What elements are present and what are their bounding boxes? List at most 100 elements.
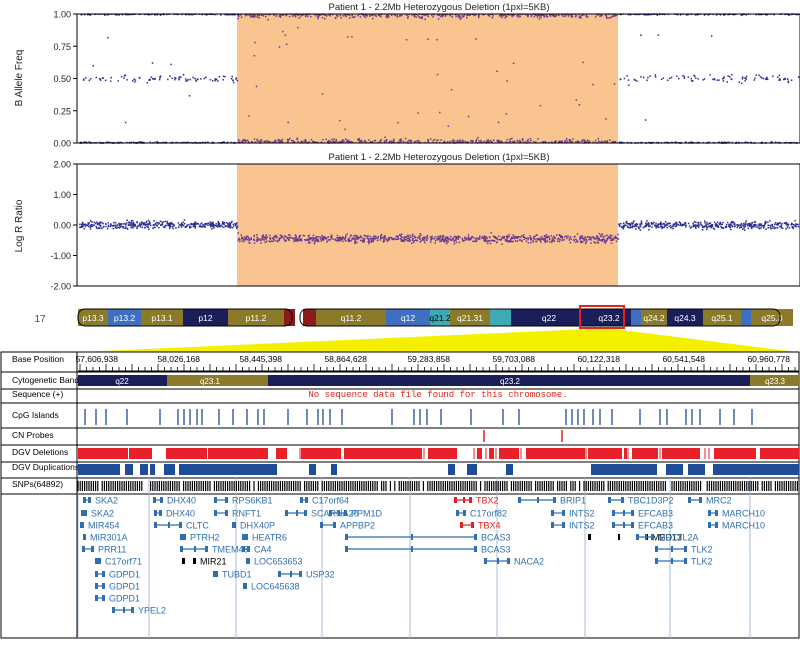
- ideogram-band[interactable]: [108, 309, 141, 326]
- lrr-point: [670, 227, 672, 229]
- gene-label[interactable]: LOC653653: [254, 557, 303, 567]
- ideogram-band[interactable]: [703, 309, 741, 326]
- ideogram-band[interactable]: [141, 309, 183, 326]
- cytoband-track: q22 q23.1 q23.2 q23.3: [78, 375, 799, 386]
- ideogram-band[interactable]: [490, 309, 511, 326]
- gene-label[interactable]: GDPD1: [109, 570, 140, 580]
- ideogram-band[interactable]: [641, 309, 667, 326]
- ideogram-band[interactable]: [78, 309, 108, 326]
- gene-label[interactable]: MIR301A: [90, 533, 128, 543]
- gene-label[interactable]: CLTC: [186, 521, 209, 531]
- gene-label[interactable]: SKA2: [91, 509, 114, 519]
- ideogram-band[interactable]: [228, 309, 284, 326]
- gene-label[interactable]: DHX40: [166, 509, 195, 519]
- baf-point: [278, 46, 281, 48]
- lrr-point: [695, 221, 697, 224]
- baf-point: [647, 14, 649, 16]
- lrr-point: [253, 235, 256, 238]
- gene-label[interactable]: TBX4: [478, 521, 501, 531]
- gene-label[interactable]: PTRH2: [190, 533, 220, 543]
- lrr-point: [792, 223, 795, 226]
- selected-band-box[interactable]: [579, 305, 625, 329]
- lrr-point: [296, 237, 299, 240]
- gene-label[interactable]: TBX2: [476, 496, 499, 506]
- ideogram-band[interactable]: [303, 309, 316, 326]
- ideogram-band[interactable]: [430, 309, 450, 326]
- gene-label[interactable]: DHX40: [167, 496, 196, 506]
- lrr-point: [133, 225, 135, 227]
- gene-label[interactable]: GDPD1: [109, 594, 140, 604]
- gene-label[interactable]: BCAS3: [481, 545, 511, 555]
- gene-label[interactable]: TLK2: [691, 545, 713, 555]
- gene-label[interactable]: C17orf71: [105, 557, 142, 567]
- lrr-point: [594, 238, 596, 240]
- baf-point: [339, 14, 342, 17]
- gene-label[interactable]: MARCH10: [722, 521, 765, 531]
- ideogram-band[interactable]: [450, 309, 490, 326]
- lrr-point: [303, 234, 306, 237]
- lrr-point: [786, 223, 789, 226]
- lrr-point: [383, 238, 386, 240]
- lrr-point: [345, 240, 347, 242]
- gene-label[interactable]: MRC2: [706, 496, 732, 506]
- baf-point: [413, 141, 416, 143]
- baf-point: [730, 78, 733, 80]
- gene-label[interactable]: C17orf82: [470, 509, 507, 519]
- baf-point: [261, 140, 263, 142]
- gene-label[interactable]: MIR21: [200, 557, 227, 567]
- gene-label[interactable]: METTL2A: [658, 533, 699, 543]
- lrr-point: [426, 234, 429, 237]
- baf-y-ticks: 1.000.750.500.250.00: [53, 10, 77, 149]
- gene-label[interactable]: NACA2: [514, 557, 544, 567]
- gene-label[interactable]: TBC1D3P2: [628, 496, 674, 506]
- gene-label[interactable]: MED13: [652, 533, 682, 543]
- gene-label[interactable]: MARCH10: [722, 509, 765, 519]
- gene-label[interactable]: HEATR6: [252, 533, 287, 543]
- baf-point: [575, 99, 578, 101]
- baf-point: [477, 16, 480, 19]
- lrr-point: [405, 236, 408, 238]
- ideogram-band[interactable]: [386, 309, 430, 326]
- gene-label[interactable]: CA4: [254, 545, 272, 555]
- gene-label[interactable]: EFCAB3: [638, 521, 673, 531]
- gene-label[interactable]: INTS2: [569, 521, 595, 531]
- gene-label[interactable]: RNFT1: [232, 509, 261, 519]
- lrr-point: [601, 233, 604, 235]
- ideogram-band[interactable]: [667, 309, 703, 326]
- gene-label[interactable]: YPEL2: [138, 606, 166, 616]
- ideogram-band[interactable]: [741, 309, 751, 326]
- ideogram-band[interactable]: [316, 309, 386, 326]
- ideogram-band[interactable]: [631, 309, 641, 326]
- gene-label[interactable]: RPS6KB1: [232, 496, 273, 506]
- lrr-point: [131, 224, 133, 227]
- ideogram-band[interactable]: [587, 309, 631, 326]
- lrr-point: [603, 241, 606, 243]
- gene-label[interactable]: DHX40P: [240, 521, 275, 531]
- gene-label[interactable]: TUBD1: [222, 570, 252, 580]
- gene-label[interactable]: SKA2: [95, 496, 118, 506]
- ideogram-band[interactable]: [183, 309, 228, 326]
- ideogram-band[interactable]: [751, 309, 793, 326]
- ideogram-band[interactable]: [284, 309, 295, 326]
- lrr-point: [767, 221, 769, 224]
- gene-label[interactable]: C17orf64: [312, 496, 349, 506]
- gene-label[interactable]: TLK2: [691, 557, 713, 567]
- gene-label[interactable]: INTS2: [569, 509, 595, 519]
- baf-point: [437, 14, 439, 16]
- baf-point: [647, 76, 649, 79]
- baf-point: [252, 14, 255, 17]
- gene-label[interactable]: BRIP1: [560, 496, 586, 506]
- gene-label[interactable]: TMEM49: [212, 545, 249, 555]
- gene-label[interactable]: PRR11: [98, 545, 126, 555]
- gene-label[interactable]: EFCAB3: [638, 509, 673, 519]
- gene-label[interactable]: PPM1D: [351, 509, 383, 519]
- gene-label[interactable]: USP32: [306, 570, 335, 580]
- gene-label[interactable]: MIR454: [88, 521, 120, 531]
- gene-label[interactable]: BCAS3: [481, 533, 511, 543]
- baf-point: [475, 140, 477, 143]
- baf-point: [130, 141, 133, 144]
- ideogram-band[interactable]: [511, 309, 587, 326]
- gene-label[interactable]: LOC645638: [251, 582, 300, 592]
- gene-label[interactable]: APPBP2: [340, 521, 375, 531]
- gene-label[interactable]: GDPD1: [109, 582, 140, 592]
